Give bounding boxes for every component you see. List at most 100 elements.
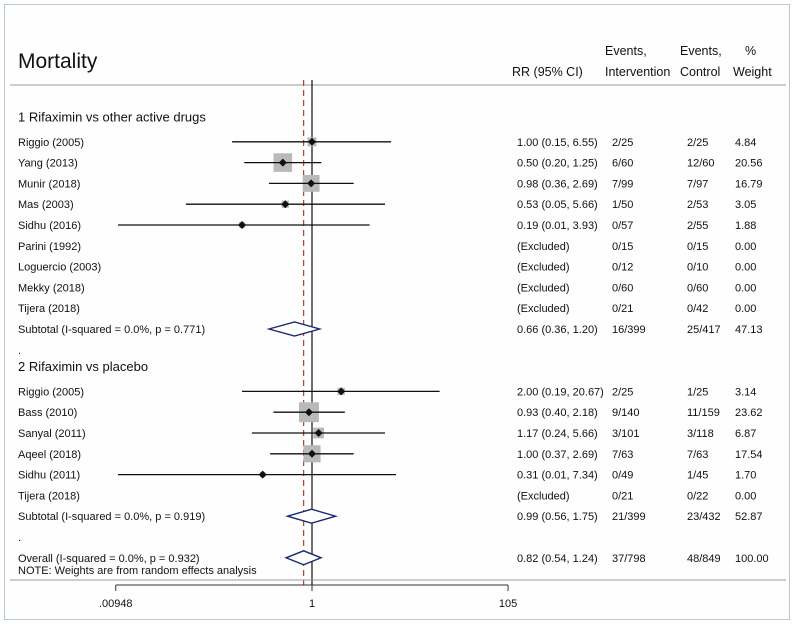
- study-label: Parini (1992): [18, 241, 81, 253]
- study-label: Tijera (2018): [18, 490, 80, 502]
- row-excluded: Loguercio (2003) (Excluded) 0/12 0/10 0.00: [18, 262, 756, 274]
- study-label: Tijera (2018): [18, 303, 80, 315]
- events-control: 12/60: [687, 158, 715, 170]
- events-intervention: 2/25: [612, 137, 633, 149]
- events-intervention: 0/21: [612, 490, 633, 502]
- events-intervention: 0/60: [612, 282, 633, 294]
- events-control: 1/45: [687, 470, 708, 482]
- rr-ci-value: 0.66 (0.36, 1.20): [517, 324, 598, 336]
- row-study: Mas (2003) 0.53 (0.05, 5.66) 1/50 2/53 3.05: [18, 199, 756, 211]
- rr-ci-value: (Excluded): [517, 303, 570, 315]
- rr-ci-value: 1.17 (0.24, 5.66): [517, 428, 598, 440]
- row-overall: Overall (I-squared = 0.0%, p = 0.932) 0.8…: [18, 550, 769, 566]
- events-control: 11/159: [687, 407, 720, 419]
- events-control: 23/432: [687, 511, 721, 523]
- events-intervention: 6/60: [612, 158, 633, 170]
- point-estimate: [278, 158, 287, 167]
- weight-value: 1.70: [735, 470, 756, 482]
- events-control: 7/97: [687, 178, 708, 190]
- row-excluded: Tijera (2018) (Excluded) 0/21 0/42 0.00: [18, 303, 756, 315]
- weight-value: 0.00: [735, 282, 756, 294]
- group-label: 1 Rifaximin vs other active drugs: [18, 110, 206, 125]
- study-label: Subtotal (I-squared = 0.0%, p = 0.919): [18, 511, 205, 523]
- study-label: Overall (I-squared = 0.0%, p = 0.932): [18, 553, 200, 565]
- point-estimate: [314, 429, 323, 437]
- events-intervention: 7/99: [612, 178, 633, 190]
- events-control: 3/118: [687, 428, 714, 440]
- study-label: Mekky (2018): [18, 282, 85, 294]
- group-label: 2 Rifaximin vs placebo: [18, 359, 148, 374]
- point-estimate: [281, 200, 290, 209]
- header-weight-1: %: [745, 44, 756, 58]
- weight-value: 52.87: [735, 511, 763, 523]
- rr-ci-value: (Excluded): [517, 282, 570, 294]
- header-events-control-2: Control: [680, 65, 720, 79]
- row-group: 1 Rifaximin vs other active drugs: [18, 110, 206, 125]
- subtotal-diamond: [266, 321, 323, 337]
- subtotal-diamond: [285, 508, 339, 524]
- weight-value: 100.00: [735, 553, 769, 565]
- events-intervention: 37/798: [612, 553, 646, 565]
- rr-ci-value: 0.53 (0.05, 5.66): [517, 199, 598, 211]
- point-estimate: [308, 449, 316, 458]
- weight-value: 0.00: [735, 490, 756, 502]
- point-estimate: [307, 179, 316, 188]
- weight-value: 3.14: [735, 386, 756, 398]
- events-intervention: 9/140: [612, 407, 640, 419]
- events-control: 0/10: [687, 262, 708, 274]
- row-study: Munir (2018) 0.98 (0.36, 2.69) 7/99 7/97 16.…: [18, 175, 763, 192]
- events-intervention: 0/15: [612, 241, 633, 253]
- x-axis: .00948 1 105: [99, 584, 517, 610]
- rr-ci-value: 0.99 (0.56, 1.75): [517, 511, 598, 523]
- events-control: 0/42: [687, 303, 708, 315]
- rr-ci-value: 0.50 (0.20, 1.25): [517, 158, 598, 170]
- rr-ci-value: 0.31 (0.01, 7.34): [517, 470, 598, 482]
- events-control: 1/25: [687, 386, 708, 398]
- x-tick-label: 105: [499, 598, 517, 610]
- events-intervention: 0/49: [612, 470, 633, 482]
- point-estimate: [337, 387, 346, 396]
- weight-value: 3.05: [735, 199, 756, 211]
- overall-diamond: [284, 550, 323, 566]
- header-events-intervention-2: Intervention: [605, 65, 670, 79]
- header-rr: RR (95% CI): [512, 65, 583, 79]
- study-label: Mas (2003): [18, 199, 74, 211]
- events-intervention: 2/25: [612, 386, 633, 398]
- events-intervention: 0/57: [612, 220, 633, 232]
- study-label: Sanyal (2011): [18, 428, 86, 440]
- events-intervention: 7/63: [612, 449, 633, 461]
- events-intervention: 0/12: [612, 262, 633, 274]
- header-weight-2: Weight: [733, 65, 772, 79]
- weight-value: 23.62: [735, 407, 763, 419]
- weight-value: 1.88: [735, 220, 756, 232]
- row-study: Aqeel (2018) 1.00 (0.37, 2.69) 7/63 7/63 17.…: [18, 445, 763, 463]
- row-study: Riggio (2005) 2.00 (0.19, 20.67) 2/25 1/25 3…: [18, 386, 756, 398]
- study-label: Subtotal (I-squared = 0.0%, p = 0.771): [18, 324, 205, 336]
- row-dot: .: [18, 532, 21, 544]
- figure-frame: [4, 4, 790, 620]
- rr-ci-value: (Excluded): [517, 262, 570, 274]
- rr-ci-value: 1.00 (0.15, 6.55): [517, 137, 598, 149]
- row-excluded: Tijera (2018) (Excluded) 0/21 0/22 0.00: [18, 490, 756, 502]
- weight-value: 47.13: [735, 324, 763, 336]
- rr-ci-value: (Excluded): [517, 241, 570, 253]
- study-label: Riggio (2005): [18, 137, 84, 149]
- events-control: 0/15: [687, 241, 708, 253]
- row-study: Yang (2013) 0.50 (0.20, 1.25) 6/60 12/60 20.…: [18, 153, 763, 172]
- weight-value: 20.56: [735, 158, 763, 170]
- row-study: Bass (2010) 0.93 (0.40, 2.18) 9/140 11/159 2…: [18, 402, 763, 423]
- row-separator-dot: .: [18, 532, 21, 544]
- events-intervention: 16/399: [612, 324, 646, 336]
- study-label: Bass (2010): [18, 407, 77, 419]
- study-label: Munir (2018): [18, 178, 80, 190]
- study-label: Riggio (2005): [18, 386, 84, 398]
- analysis-note: NOTE: Weights are from random effects an…: [18, 565, 257, 577]
- events-intervention: 0/21: [612, 303, 633, 315]
- row-separator-dot: .: [18, 345, 21, 357]
- events-control: 2/53: [687, 199, 708, 211]
- study-label: Sidhu (2011): [18, 470, 80, 482]
- events-intervention: 21/399: [612, 511, 646, 523]
- rr-ci-value: 2.00 (0.19, 20.67): [517, 386, 604, 398]
- rr-ci-value: 0.98 (0.36, 2.69): [517, 178, 598, 190]
- rr-ci-value: 0.93 (0.40, 2.18): [517, 407, 598, 419]
